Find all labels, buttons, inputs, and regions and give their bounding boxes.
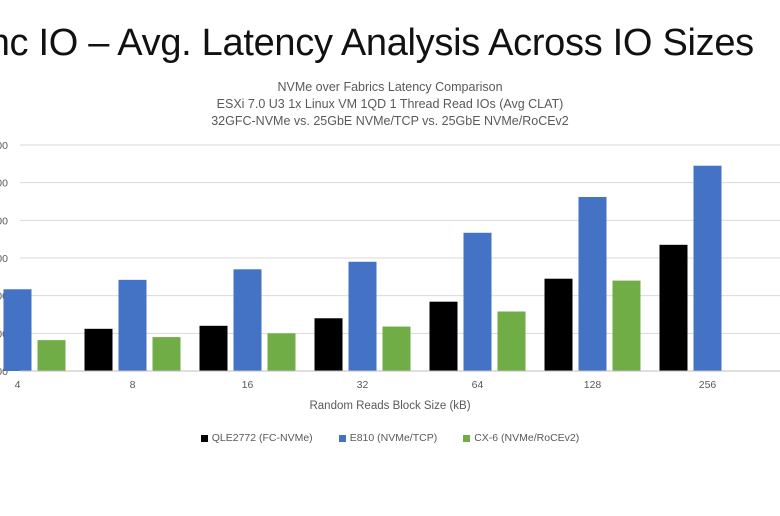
legend-swatch	[338, 434, 346, 442]
legend-swatch	[463, 434, 471, 442]
x-axis-title: Random Reads Block Size (kB)	[309, 400, 470, 412]
bar-4-2	[37, 340, 66, 371]
bar-128-0	[544, 278, 573, 371]
bar-64-0	[429, 301, 458, 371]
chart-subtitle-2: 32GFC-NVMe vs. 25GbE NVMe/TCP vs. 25GbE …	[211, 114, 569, 128]
chart-title: NVMe over Fabrics Latency Comparison	[277, 80, 503, 94]
y-tick-label: 000	[0, 140, 8, 152]
legend: QLE2772 (FC-NVMe) E810 (NVMe/TCP) CX-6 (NV…	[0, 432, 780, 444]
legend-label: QLE2772 (FC-NVMe)	[211, 432, 313, 444]
legend-swatch	[200, 434, 208, 442]
bar-4-1	[3, 289, 32, 371]
bar-128-2	[612, 280, 641, 371]
y-tick-label: 000	[0, 178, 8, 190]
legend-label: CX-6 (NVMe/RoCEv2)	[474, 432, 580, 444]
bar-8-1	[118, 279, 147, 371]
bar-16-0	[199, 325, 228, 371]
legend-item: E810 (NVMe/TCP)	[338, 432, 438, 444]
x-axis-ticks: 4 8 16 32 64 128 256	[15, 379, 717, 391]
bar-64-2	[497, 311, 526, 371]
x-tick-label: 16	[242, 379, 254, 391]
bar-64-1	[463, 232, 492, 371]
bar-32-2	[382, 326, 411, 371]
slide-title: ync IO – Avg. Latency Analysis Across IO…	[0, 22, 754, 64]
x-tick-label: 4	[15, 379, 21, 391]
bar-16-1	[233, 269, 262, 371]
chart-subtitle-1: ESXi 7.0 U3 1x Linux VM 1QD 1 Thread Rea…	[216, 97, 564, 111]
x-tick-label: 256	[699, 379, 717, 391]
x-tick-label: 8	[130, 379, 136, 391]
bars	[3, 165, 722, 371]
bar-8-0	[84, 328, 113, 371]
x-tick-label: 32	[357, 379, 369, 391]
legend-label: E810 (NVMe/TCP)	[349, 432, 438, 444]
y-tick-label: 000	[0, 366, 8, 378]
bar-8-2	[152, 337, 181, 371]
bar-128-1	[578, 196, 607, 371]
x-tick-label: 128	[584, 379, 602, 391]
bar-256-1	[693, 165, 722, 371]
x-tick-label: 64	[472, 379, 484, 391]
legend-item: CX-6 (NVMe/RoCEv2)	[463, 432, 579, 444]
y-tick-label: 000	[0, 215, 8, 227]
y-tick-label: 000	[0, 253, 8, 265]
bar-32-0	[314, 318, 343, 371]
bar-256-0	[659, 244, 688, 371]
bar-16-2	[267, 333, 296, 371]
bar-32-1	[348, 261, 377, 371]
legend-item: QLE2772 (FC-NVMe)	[200, 432, 313, 444]
